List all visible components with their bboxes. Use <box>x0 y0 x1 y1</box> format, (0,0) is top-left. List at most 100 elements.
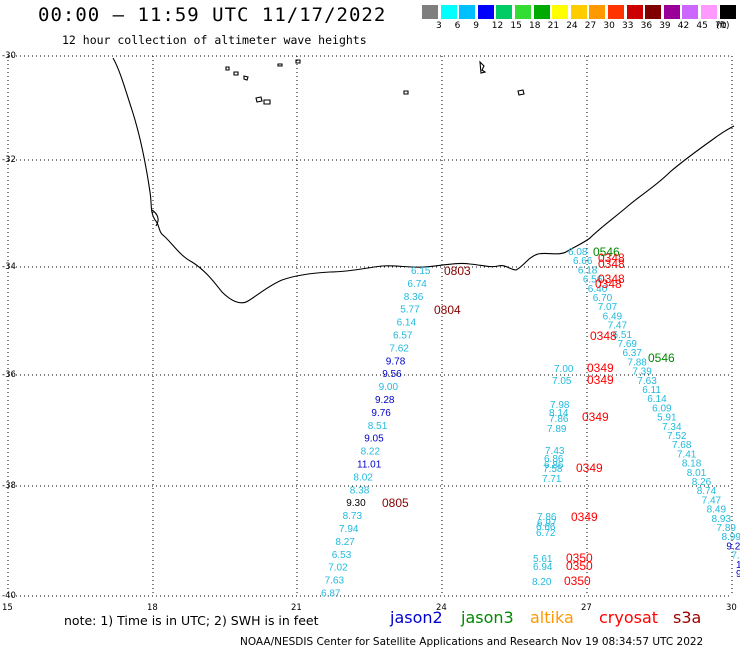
pass-time-label: 0348 <box>595 277 622 291</box>
pass-time-label: 0350 <box>566 559 593 573</box>
island-10 <box>517 89 525 96</box>
lat-label: -40 <box>2 591 16 601</box>
lon-label: 21 <box>291 603 302 613</box>
island-4 <box>255 96 263 103</box>
wave-height-label: 8.93 <box>712 514 732 525</box>
wave-height-label: 7.47 <box>608 321 628 332</box>
legend-swatch <box>608 5 624 19</box>
wave-height-label: 9.30 <box>346 498 366 509</box>
wave-height-labels: 6.15 6.74 8.36 5.77 6.14 6.577.62 9.78 9.56 9.00… <box>321 245 740 600</box>
wave-height-label: 7.02 <box>328 563 348 574</box>
legend-label: 3 <box>436 21 442 31</box>
legend-unit: (ft) <box>716 21 730 31</box>
false-bay-inlet <box>151 209 159 227</box>
island-3 <box>243 75 249 81</box>
wave-height-label: 8.36 <box>404 292 424 303</box>
legend-swatch <box>496 5 513 19</box>
wave-height-label: 5.61 <box>533 554 553 565</box>
island-5 <box>263 99 271 105</box>
wave-height-label: 6.70 <box>593 293 613 304</box>
wave-height-label: 7.62 <box>389 343 409 354</box>
wave-height-label: 6.09 <box>652 403 672 414</box>
legend-swatch <box>682 5 699 19</box>
wave-height-label: 6.11 <box>642 385 661 396</box>
credit-line: NOAA/NESDIS Center for Satellite Applica… <box>240 636 704 648</box>
wave-height-label: 8.38 <box>350 485 370 496</box>
wave-height-label: 7.68 <box>672 440 692 451</box>
wave-height-label: 8.01 <box>687 468 707 479</box>
wave-height-label: 7.89 <box>547 424 567 435</box>
pass-time-label: 0349 <box>587 361 614 375</box>
wave-height-label: 6.66 <box>536 522 556 533</box>
wave-height-label: 6.49 <box>603 311 623 322</box>
south-africa-coast <box>112 57 735 304</box>
wave-height-label: 8.26 <box>692 477 712 488</box>
pass-time-label: 0805 <box>382 496 409 510</box>
pass-time-label: 0349 <box>587 373 614 387</box>
wave-height-label: 7.41 <box>677 449 697 460</box>
wave-height-label: 7.34 <box>662 422 682 433</box>
pass-time-label: 0546 <box>593 245 620 259</box>
legend-swatch <box>552 5 569 19</box>
legend-label: 70 <box>715 21 727 31</box>
lat-label: -36 <box>2 370 16 380</box>
wave-height-label: 6.56 <box>583 275 603 286</box>
wave-height-label: 8.27 <box>335 537 355 548</box>
wave-height-label: 7.98 <box>550 400 570 411</box>
wave-height-label: 8.18 <box>682 459 702 470</box>
pass-time-label: 0350 <box>564 574 591 588</box>
wave-height-label: 7.00 <box>554 364 574 375</box>
wave-height-label: 9.76 <box>371 408 391 419</box>
legend-swatch <box>459 5 476 19</box>
wave-height-label: 7.9 <box>731 551 740 562</box>
island-8 <box>479 60 487 74</box>
wave-height-label: 9.78 <box>386 356 406 367</box>
lat-label: -38 <box>2 481 16 491</box>
wave-height-label: 11. <box>736 560 740 571</box>
legend-label: 6 <box>454 21 461 31</box>
legend-swatch <box>626 5 643 19</box>
legend-swatch <box>663 5 680 19</box>
wave-height-label: 7.43 <box>545 446 565 457</box>
lat-label: -32 <box>2 155 16 165</box>
island-7 <box>295 59 301 64</box>
wave-height-label: 8.49 <box>707 505 727 516</box>
wave-height-label: 7.86 <box>537 512 557 523</box>
legend-label: 42 <box>677 21 690 31</box>
wave-height-label: 6.74 <box>407 279 427 290</box>
wave-height-label: 7.63 <box>637 376 657 387</box>
wave-height-label: 7.52 <box>667 431 687 442</box>
wave-height-label: 6.37 <box>622 348 642 359</box>
pass-time-label: 0348 <box>598 257 625 271</box>
page-title: 00:00 – 11:59 UTC 11/17/2022 <box>38 4 387 26</box>
wave-height-label: 7.58 <box>543 464 563 475</box>
wave-height-label: 6.97 <box>537 518 557 529</box>
page-subtitle: 12 hour collection of altimeter wave hei… <box>62 33 367 47</box>
wave-height-label: 7.39 <box>632 367 652 378</box>
legend-label: 36 <box>640 21 653 31</box>
pass-time-label: 0349 <box>576 461 603 475</box>
wave-height-label: 7.89 <box>717 523 737 534</box>
sat-jason2: jason2 <box>390 608 443 627</box>
wave-height-label: 11.01 <box>357 460 382 471</box>
wave-height-label: 9 <box>736 569 740 580</box>
wave-height-label: 6.57 <box>393 331 413 342</box>
legend-label: 27 <box>584 21 597 31</box>
wave-height-label: 6.18 <box>578 265 598 276</box>
wave-height-label: 8.51 <box>368 421 388 432</box>
pass-time-label: 0804 <box>434 303 461 317</box>
lon-label: 24 <box>436 603 447 613</box>
pass-time-label: 0349 <box>582 410 609 424</box>
wave-height-label: 6.40 <box>588 284 608 295</box>
legend-label: 24 <box>566 21 578 31</box>
legend-swatch <box>515 5 531 19</box>
legend-label: 39 <box>659 21 671 31</box>
legend-label: 33 <box>622 21 634 31</box>
wave-height-label: 5.77 <box>400 305 420 316</box>
legend-label: 18 <box>529 21 541 31</box>
lon-label: 18 <box>147 603 158 613</box>
wave-height-label: 6.86 <box>544 460 564 471</box>
wave-height-label: 6.14 <box>397 318 417 329</box>
note-text: note: 1) Time is in UTC; 2) SWH is in fe… <box>64 613 319 628</box>
island-2 <box>233 71 239 76</box>
